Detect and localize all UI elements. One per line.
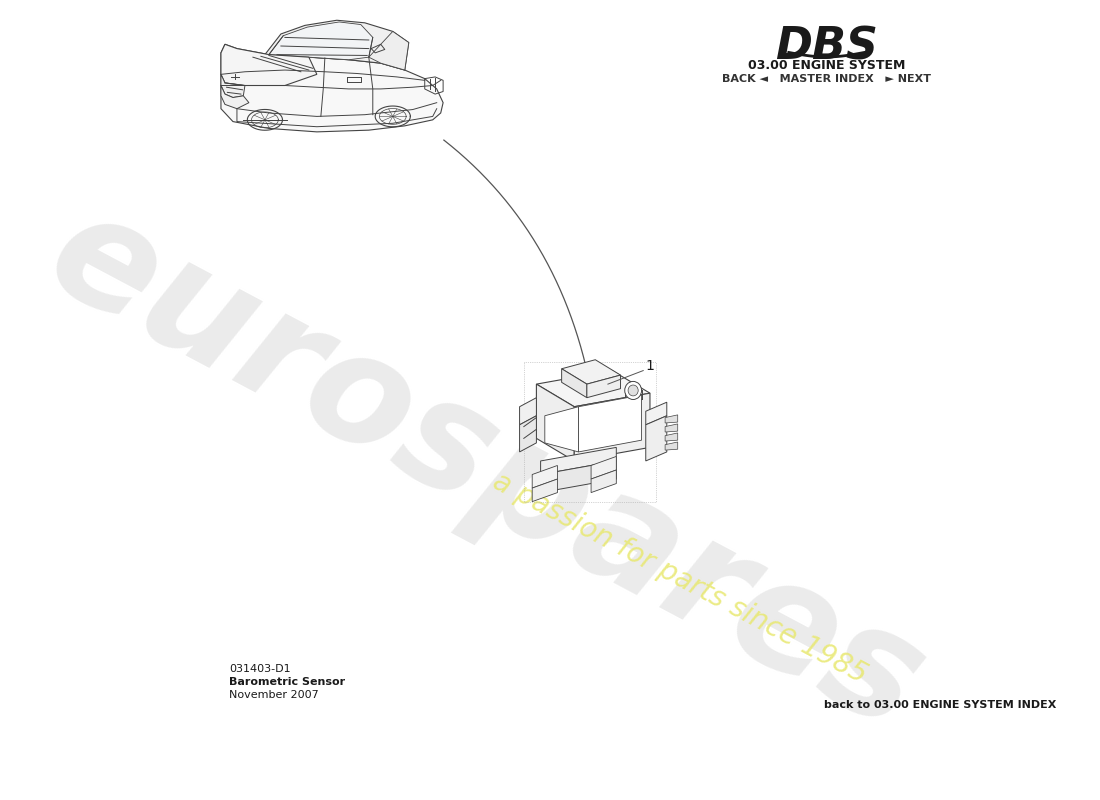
- Polygon shape: [221, 44, 443, 132]
- Polygon shape: [519, 416, 537, 452]
- Polygon shape: [646, 402, 667, 425]
- Polygon shape: [579, 395, 641, 452]
- Polygon shape: [562, 360, 620, 384]
- Text: BACK ◄   MASTER INDEX   ► NEXT: BACK ◄ MASTER INDEX ► NEXT: [722, 74, 931, 84]
- Polygon shape: [537, 370, 650, 406]
- Polygon shape: [540, 447, 616, 474]
- Text: a passion for parts since 1985: a passion for parts since 1985: [487, 467, 871, 690]
- Polygon shape: [591, 457, 616, 479]
- Text: back to 03.00 ENGINE SYSTEM INDEX: back to 03.00 ENGINE SYSTEM INDEX: [824, 701, 1056, 710]
- Polygon shape: [368, 31, 409, 70]
- Text: eurospares: eurospares: [24, 178, 947, 762]
- Polygon shape: [221, 74, 245, 98]
- Polygon shape: [519, 398, 537, 425]
- Circle shape: [628, 385, 638, 396]
- Polygon shape: [221, 86, 249, 109]
- Polygon shape: [562, 369, 587, 398]
- Polygon shape: [540, 461, 616, 493]
- Text: 1: 1: [646, 359, 654, 373]
- Polygon shape: [574, 393, 650, 461]
- Text: Barometric Sensor: Barometric Sensor: [230, 677, 345, 687]
- Circle shape: [625, 382, 641, 399]
- Text: 031403-D1: 031403-D1: [230, 664, 292, 674]
- Polygon shape: [666, 424, 678, 432]
- Text: November 2007: November 2007: [230, 690, 319, 700]
- Polygon shape: [265, 20, 409, 70]
- Polygon shape: [666, 433, 678, 441]
- Polygon shape: [532, 479, 558, 502]
- Polygon shape: [268, 22, 373, 60]
- Polygon shape: [666, 442, 678, 450]
- Polygon shape: [544, 406, 579, 452]
- Polygon shape: [666, 415, 678, 423]
- Polygon shape: [532, 466, 558, 488]
- Polygon shape: [646, 416, 667, 461]
- Text: 03.00 ENGINE SYSTEM: 03.00 ENGINE SYSTEM: [748, 58, 905, 72]
- Polygon shape: [591, 470, 616, 493]
- Polygon shape: [587, 375, 620, 398]
- Polygon shape: [537, 384, 574, 461]
- Polygon shape: [221, 44, 317, 86]
- Text: DBS: DBS: [776, 26, 878, 68]
